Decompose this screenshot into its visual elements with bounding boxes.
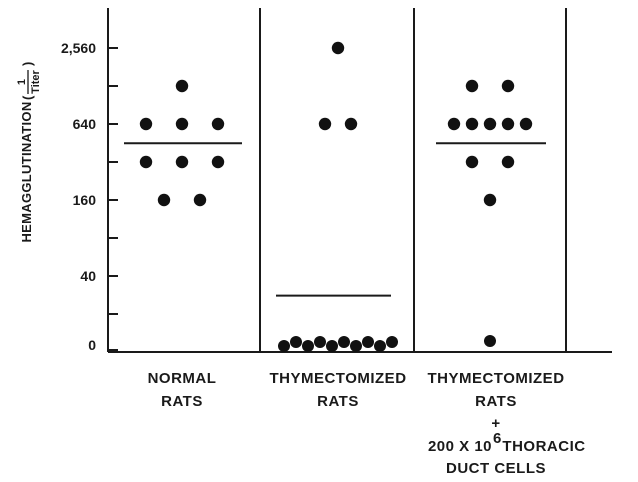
y-tick-label-3: 640 xyxy=(73,116,97,132)
category-label-thymectomized: THYMECTOMIZED RATS xyxy=(269,370,406,410)
category-label-normal-line-2: RATS xyxy=(161,393,203,410)
y-axis-label-open-paren: ( xyxy=(20,95,35,100)
category-label-thymectomized-line-2: RATS xyxy=(317,393,359,410)
category-label-tpc-line-2: RATS xyxy=(475,393,517,410)
category-label-normal: NORMAL RATS xyxy=(148,370,217,410)
y-tick-label-4: 2,560 xyxy=(61,40,96,56)
y-tick-label-1: 40 xyxy=(80,268,96,284)
data-point-g1-7 xyxy=(326,340,338,352)
data-point-g0-1 xyxy=(139,117,153,131)
category-label-tpc-line-3: + xyxy=(491,415,500,432)
data-point-g1-10 xyxy=(362,336,374,348)
data-point-g0-4 xyxy=(139,155,153,169)
data-point-g0-0 xyxy=(175,79,189,93)
data-point-g1-6 xyxy=(314,336,326,348)
data-point-g1-1 xyxy=(318,117,332,131)
data-point-g2-1 xyxy=(501,79,515,93)
category-label-normal-line-1: NORMAL xyxy=(148,370,217,387)
y-axis-label-close-paren: ) xyxy=(20,61,35,66)
data-point-g2-8 xyxy=(501,155,515,169)
data-point-g1-12 xyxy=(386,336,398,348)
y-tick-label-2: 160 xyxy=(73,192,97,208)
category-label-tpc-line-6: DUCT CELLS xyxy=(446,460,546,477)
y-axis-label-numerator: 1 xyxy=(16,79,28,85)
data-point-g0-6 xyxy=(211,155,225,169)
y-axis-label-text: HEMAGGLUTINATION xyxy=(19,101,34,242)
data-point-g0-8 xyxy=(193,193,207,207)
category-label-tpc-line-5: THORACIC xyxy=(502,438,585,455)
y-tick-label-0: 0 xyxy=(88,337,96,353)
data-point-g2-2 xyxy=(447,117,461,131)
data-point-g1-2 xyxy=(344,117,358,131)
category-label-tpc-superscript: 6 xyxy=(493,430,502,447)
category-label-thymectomized-plus-cells: THYMECTOMIZED RATS + 200 X 10 6 THORACIC… xyxy=(427,370,585,477)
data-point-g1-11 xyxy=(374,340,386,352)
data-point-g1-4 xyxy=(290,336,302,348)
data-point-g2-3 xyxy=(465,117,479,131)
data-point-g2-10 xyxy=(484,335,496,347)
data-point-g2-7 xyxy=(465,155,479,169)
y-axis-label-denominator: Titer xyxy=(30,69,42,93)
data-point-g1-0 xyxy=(331,41,345,55)
data-point-g2-5 xyxy=(501,117,515,131)
data-point-g1-9 xyxy=(350,340,362,352)
category-label-tpc-line-4: 200 X 10 xyxy=(428,438,492,455)
data-marks xyxy=(124,41,546,352)
data-point-g1-8 xyxy=(338,336,350,348)
data-point-g0-7 xyxy=(157,193,171,207)
data-point-g0-2 xyxy=(175,117,189,131)
data-point-g2-4 xyxy=(483,117,497,131)
data-point-g0-3 xyxy=(211,117,225,131)
data-point-g2-6 xyxy=(519,117,533,131)
category-label-tpc-line-1: THYMECTOMIZED xyxy=(427,370,564,387)
data-point-g2-0 xyxy=(465,79,479,93)
data-point-g1-5 xyxy=(302,340,314,352)
data-point-g1-3 xyxy=(278,340,290,352)
y-axis-label: HEMAGGLUTINATION ( 1 Titer ) xyxy=(16,61,42,242)
category-label-thymectomized-line-1: THYMECTOMIZED xyxy=(269,370,406,387)
data-point-g2-9 xyxy=(483,193,497,207)
data-point-g0-5 xyxy=(175,155,189,169)
y-ticks: 0 40 160 640 2,560 xyxy=(61,40,118,353)
